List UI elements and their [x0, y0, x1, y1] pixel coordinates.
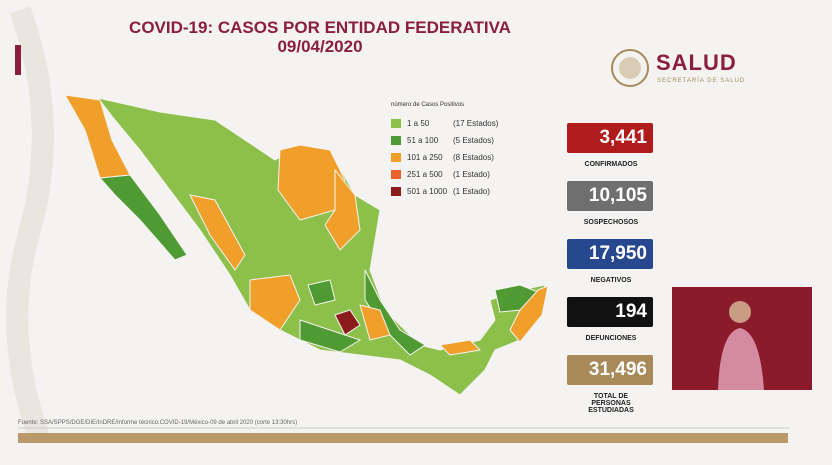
legend-range: 251 a 500	[407, 170, 443, 179]
stat-value: 10,105	[567, 181, 653, 211]
legend-item: 501 a 1000 (1 Estado)	[391, 187, 490, 197]
stat-value: 194	[567, 297, 653, 327]
stat-value: 17,950	[567, 239, 653, 269]
stat-label: DEFUNCIONES	[585, 335, 637, 342]
legend-swatch	[391, 136, 401, 146]
legend-item: 101 a 250 (8 Estados)	[391, 153, 494, 163]
legend-range: 51 a 100	[407, 136, 439, 145]
title: COVID-19: CASOS POR ENTIDAD FEDERATIVA	[129, 18, 511, 37]
legend-states: (17 Estados)	[453, 119, 499, 128]
legend-states: (8 Estados)	[453, 153, 494, 162]
source: Fuente: SSA/SPPS/DGE/DIE/InDRE/Informe t…	[18, 420, 298, 426]
legend-range: 501 a 1000	[407, 187, 448, 196]
legend-swatch	[391, 153, 401, 163]
legend-states: (5 Estados)	[453, 136, 494, 145]
date: 09/04/2020	[277, 37, 363, 56]
legend-title: número de Casos Positivos	[391, 102, 465, 108]
stat-value: 31,496	[567, 355, 653, 385]
legend-item: 51 a 100 (5 Estados)	[391, 136, 494, 146]
map	[64, 94, 549, 396]
legend-states: (1 Estado)	[453, 170, 490, 179]
legend-swatch	[391, 119, 401, 129]
legend-item: 251 a 500 (1 Estado)	[391, 170, 490, 180]
stat-label: SOSPECHOSOS	[583, 219, 639, 226]
logo-name: SALUD	[656, 50, 737, 75]
logo-subtitle: SECRETARÍA DE SALUD	[657, 78, 746, 84]
stat-label: CONFIRMADOS	[584, 161, 638, 168]
legend-states: (1 Estado)	[453, 187, 490, 196]
legend-range: 1 a 50	[407, 119, 430, 128]
legend-swatch	[391, 187, 401, 197]
legend-swatch	[391, 170, 401, 180]
stat-label: NEGATIVOS	[590, 277, 632, 284]
legend-range: 101 a 250	[407, 153, 443, 162]
stat-value: 3,441	[567, 123, 653, 153]
stat-label: TOTAL DE PERSONAS ESTUDIADAS	[588, 393, 634, 414]
legend-item: 1 a 50 (17 Estados)	[391, 119, 499, 129]
